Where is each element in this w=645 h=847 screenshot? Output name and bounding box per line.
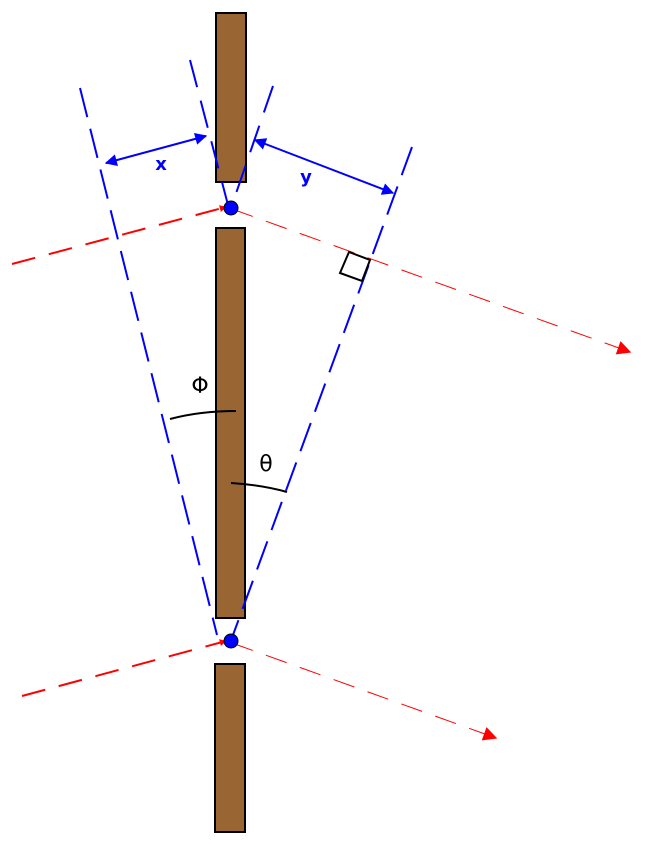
dimension-arrow-x [104, 133, 208, 166]
right-angle-icon [338, 250, 372, 283]
barrier-middle [215, 227, 246, 619]
label-y: y [300, 167, 312, 188]
construction-line-right-outer [232, 146, 413, 636]
slit-lower [223, 633, 239, 649]
angle-arc-phi [169, 410, 237, 420]
construction-line-left-inner [189, 59, 229, 206]
construction-line-left-outer [79, 87, 218, 636]
angle-arc-theta [230, 482, 288, 493]
diffracted-ray-lower [231, 642, 498, 741]
label-x: x [155, 154, 167, 175]
construction-line-right-inner [231, 85, 274, 206]
barrier-top [215, 12, 247, 183]
diffracted-ray-upper [231, 208, 632, 355]
slit-upper [223, 200, 239, 216]
dimension-arrow-y [253, 138, 395, 195]
incident-ray-upper [11, 205, 227, 265]
incident-ray-lower [21, 639, 227, 697]
label-theta: θ [259, 452, 272, 477]
barrier-bottom [214, 663, 246, 833]
label-phi: Φ [191, 374, 208, 399]
